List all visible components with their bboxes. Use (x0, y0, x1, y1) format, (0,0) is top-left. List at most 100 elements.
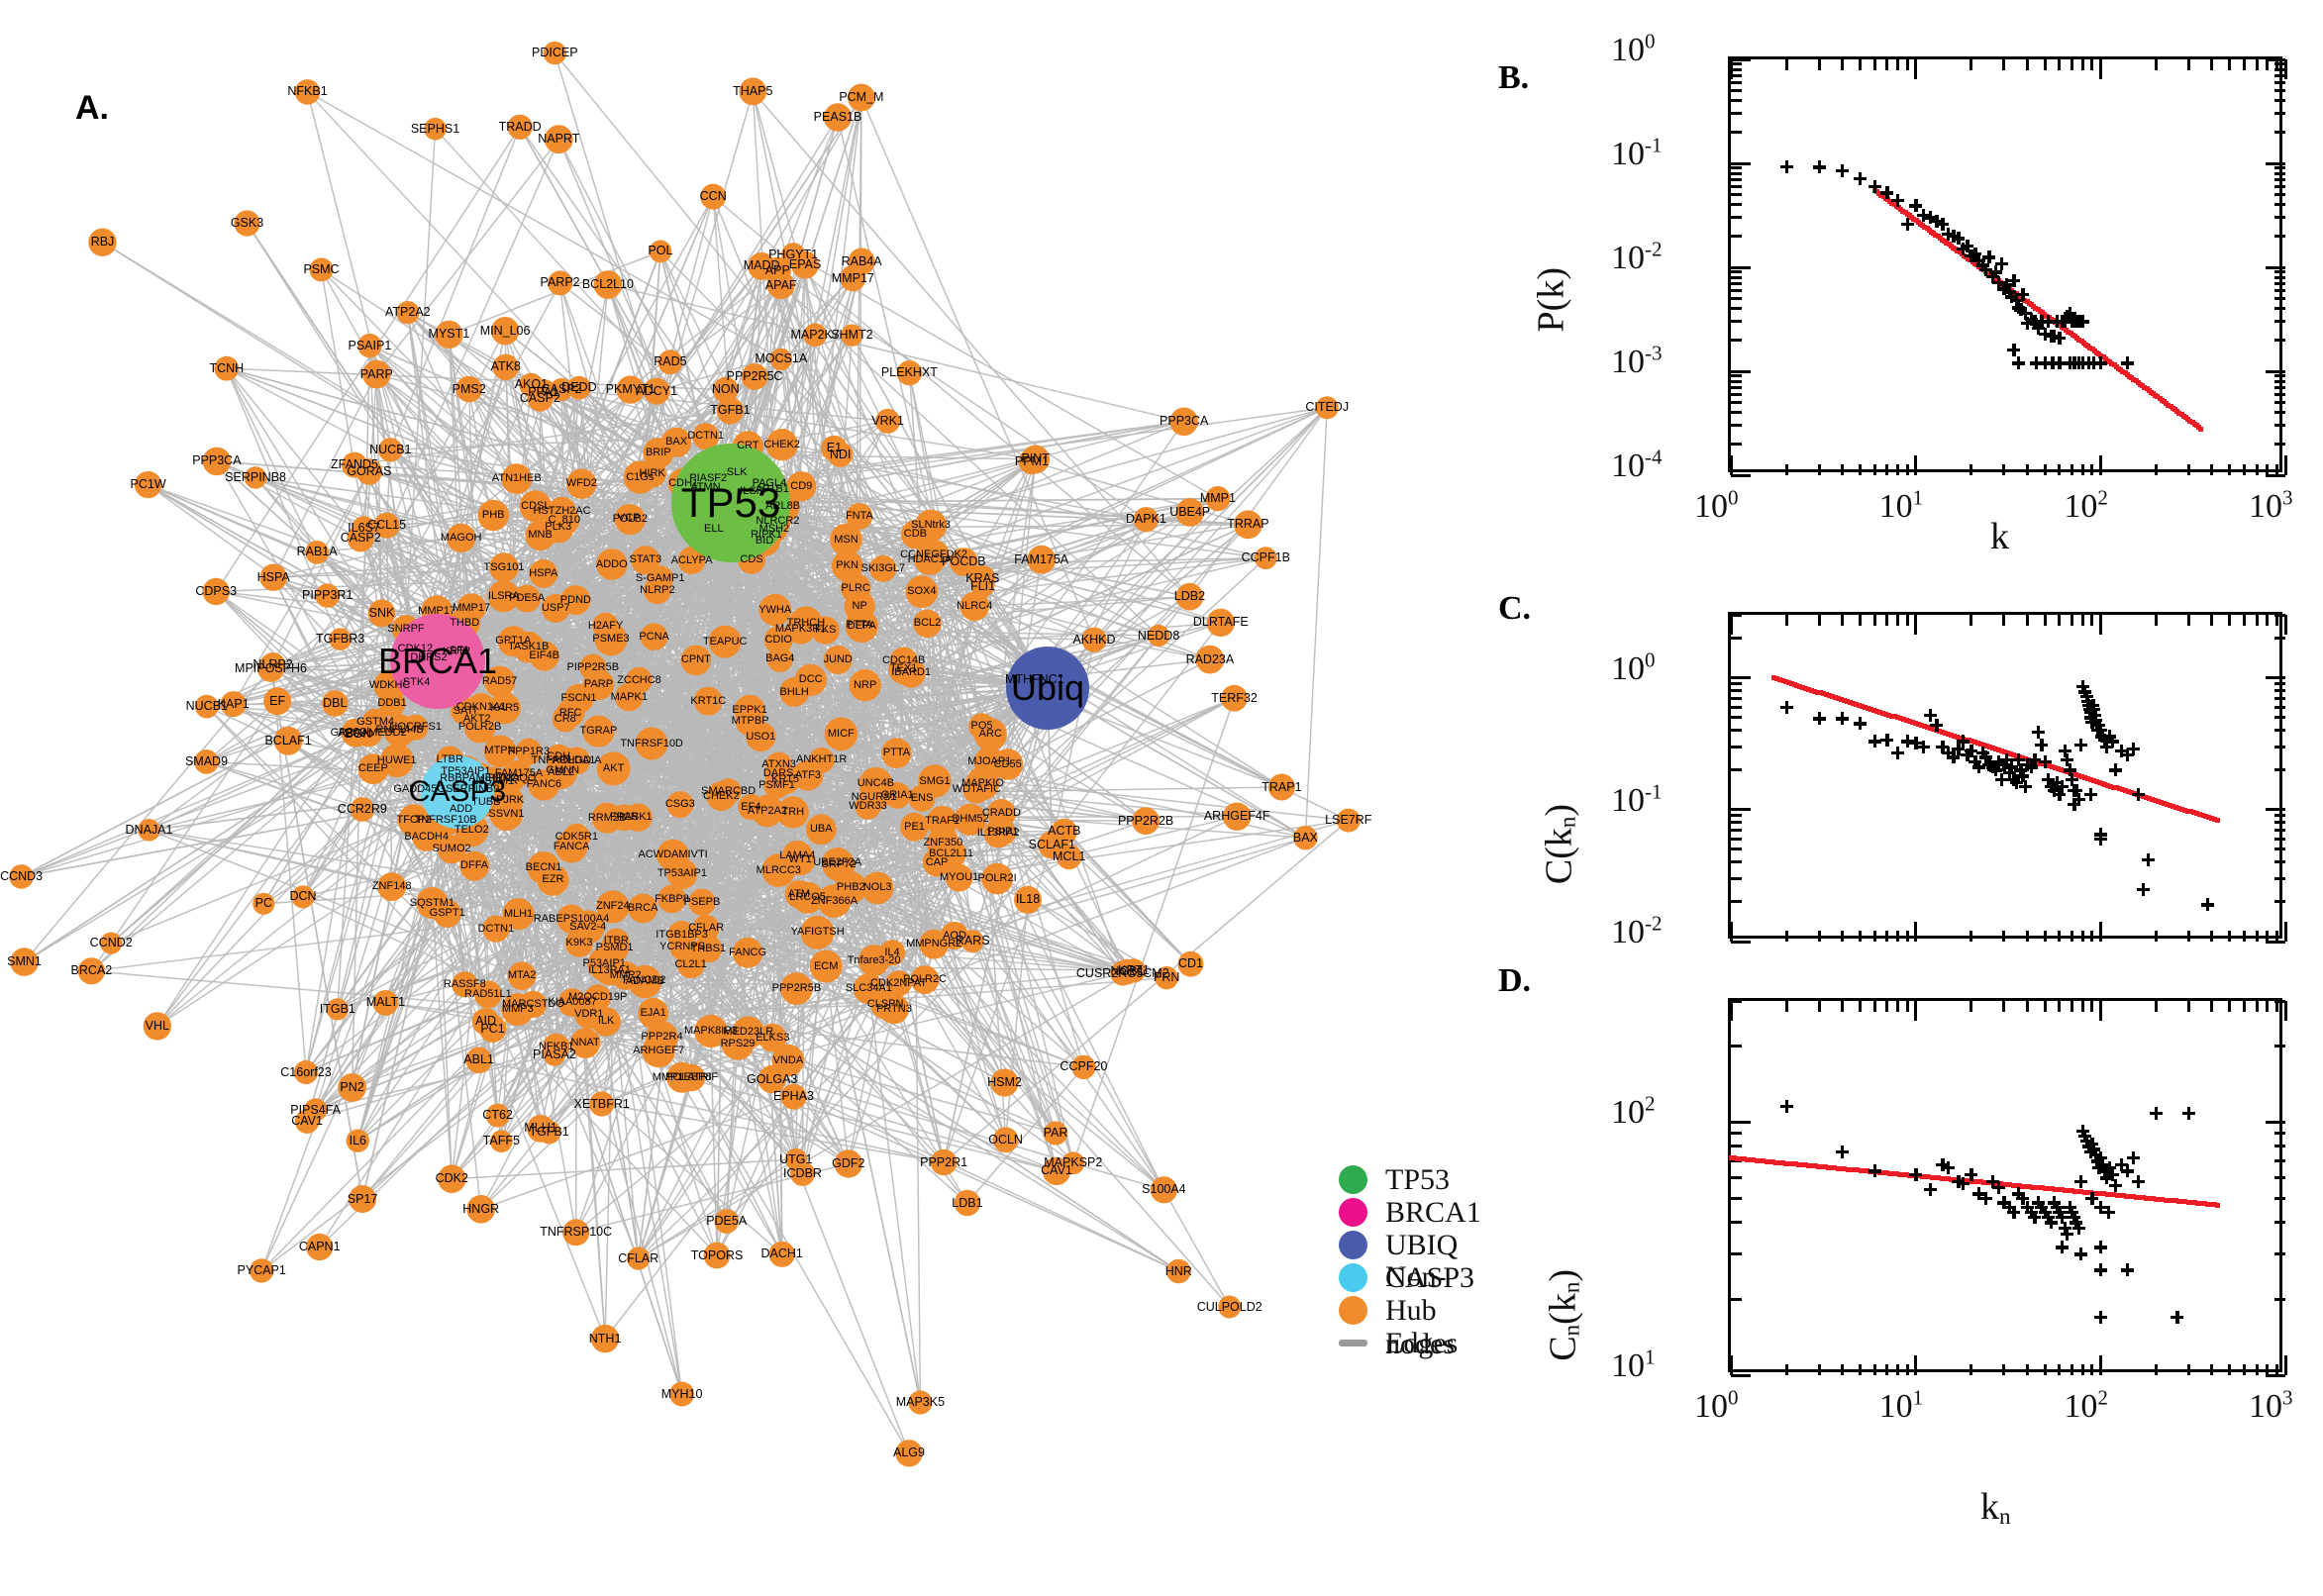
power-law-fit-line (1812, 688, 1818, 694)
x-tick (2090, 59, 2094, 70)
power-law-fit-line (1748, 1157, 1754, 1162)
power-law-fit-line (2084, 775, 2090, 781)
power-law-fit-line (2141, 794, 2147, 800)
x-tick (2090, 464, 2094, 475)
y-tick (2274, 193, 2285, 197)
data-point (2047, 783, 2061, 797)
data-point (2047, 1196, 2061, 1210)
y-tick (2274, 338, 2285, 342)
power-law-fit-line (2081, 774, 2087, 780)
y-tick (2274, 320, 2285, 324)
x-tick (2228, 1364, 2232, 1375)
power-law-fit-line (2013, 752, 2019, 758)
data-point (1979, 750, 1993, 764)
power-law-fit-line (2017, 1183, 2023, 1189)
power-law-fit-line (1786, 1160, 1792, 1166)
y-tick (1731, 338, 1742, 342)
data-point (1779, 700, 1793, 714)
power-law-fit-line (2019, 754, 2025, 760)
legend-item[interactable]: CASP3 (1339, 1261, 1481, 1294)
power-law-fit-line (1836, 696, 1842, 702)
x-tick (2155, 1364, 2158, 1375)
data-point (2100, 740, 2114, 753)
power-law-fit-line (1773, 1159, 1779, 1165)
x-tick (1896, 615, 1900, 626)
x-tick (1885, 59, 1889, 70)
power-law-fit-line (1866, 705, 1871, 711)
x-tick (2275, 464, 2278, 475)
legend-item[interactable]: Non-Hub nodes (1339, 1260, 1481, 1360)
power-law-fit-line (2108, 783, 2114, 789)
data-point (2073, 1247, 2087, 1261)
x-tick (2255, 615, 2259, 626)
power-law-fit-line (1783, 1160, 1789, 1166)
data-point (2028, 1211, 2042, 1224)
y-tick (2274, 821, 2285, 825)
power-law-fit-line (2153, 1196, 2159, 1202)
x-tick-label: 101 (1878, 1385, 1924, 1425)
x-tick (1914, 59, 1918, 79)
x-tick (1729, 922, 1733, 942)
power-law-fit-line (1928, 725, 1933, 731)
power-law-fit-line (1835, 1165, 1841, 1171)
power-law-fit-line (1995, 748, 2001, 752)
power-law-fit-line (2099, 780, 2105, 786)
data-point (2080, 695, 2094, 709)
legend-item[interactable]: Edges (1339, 1327, 1481, 1359)
x-tick (2058, 615, 2062, 626)
x-tick (2155, 464, 2158, 475)
x-tick (2228, 59, 2232, 70)
data-point (2047, 329, 2061, 343)
x-tick (2275, 615, 2278, 626)
x-tick (2025, 1001, 2029, 1012)
legend-node-icon (1339, 1231, 1367, 1259)
x-tick (2283, 455, 2287, 475)
power-law-fit-line (2156, 798, 2162, 804)
x-tick (1905, 931, 1909, 942)
data-point (1936, 1157, 1950, 1171)
legend-item[interactable]: TP53 (1339, 1163, 1481, 1196)
power-law-fit-line (2020, 1183, 2026, 1189)
data-point (2031, 725, 2045, 739)
x-tick (2070, 1364, 2073, 1375)
data-point (2087, 702, 2101, 716)
x-tick (1872, 1364, 1876, 1375)
x-tick (2186, 931, 2190, 942)
x-tick (1872, 464, 1876, 475)
legend-node-icon (1339, 1296, 1367, 1325)
y-tick (1731, 379, 1742, 383)
power-law-fit-line (1880, 1170, 1886, 1175)
power-law-fit-line (2087, 776, 2093, 782)
power-law-fit-line (2036, 1185, 2042, 1191)
power-law-fit-line (2085, 1189, 2090, 1195)
legend-item[interactable]: BRCA1 (1339, 1196, 1481, 1229)
power-law-fit-line (2046, 763, 2052, 769)
panel-b-degree-distribution: B. P(k) k 100 101 102 103 100 10-1 10-2 10-3 10-… (1456, 20, 2323, 574)
data-point (2044, 1216, 2058, 1230)
x-tick (1885, 1001, 1889, 1012)
x-tick (2186, 1001, 2190, 1012)
y-tick (2274, 745, 2285, 748)
power-law-fit-line (2124, 1193, 2130, 1199)
legend-item[interactable]: UBIQ (1339, 1229, 1481, 1261)
power-law-fit-line (1923, 1174, 1929, 1180)
x-tick (2266, 1001, 2270, 1012)
data-point (2088, 713, 2102, 727)
y-tick (1731, 1145, 1742, 1148)
power-law-fit-line (2058, 767, 2064, 773)
y-tick (1731, 392, 1742, 396)
y-tick (1731, 716, 1742, 720)
x-tick (2275, 931, 2278, 942)
power-law-fit-line (2179, 806, 2185, 812)
y-tick (2274, 1044, 2285, 1047)
data-point (2131, 1175, 2145, 1189)
y-tick (2274, 401, 2285, 405)
x-tick (1817, 615, 1821, 626)
power-law-fit-line (1946, 731, 1951, 737)
power-law-fit-line (1889, 713, 1895, 719)
power-law-fit-line (2209, 816, 2215, 822)
x-tick (1859, 59, 1862, 70)
data-point (2050, 776, 2064, 790)
power-law-fit-line (1825, 1164, 1831, 1170)
y-tick (2274, 424, 2285, 428)
